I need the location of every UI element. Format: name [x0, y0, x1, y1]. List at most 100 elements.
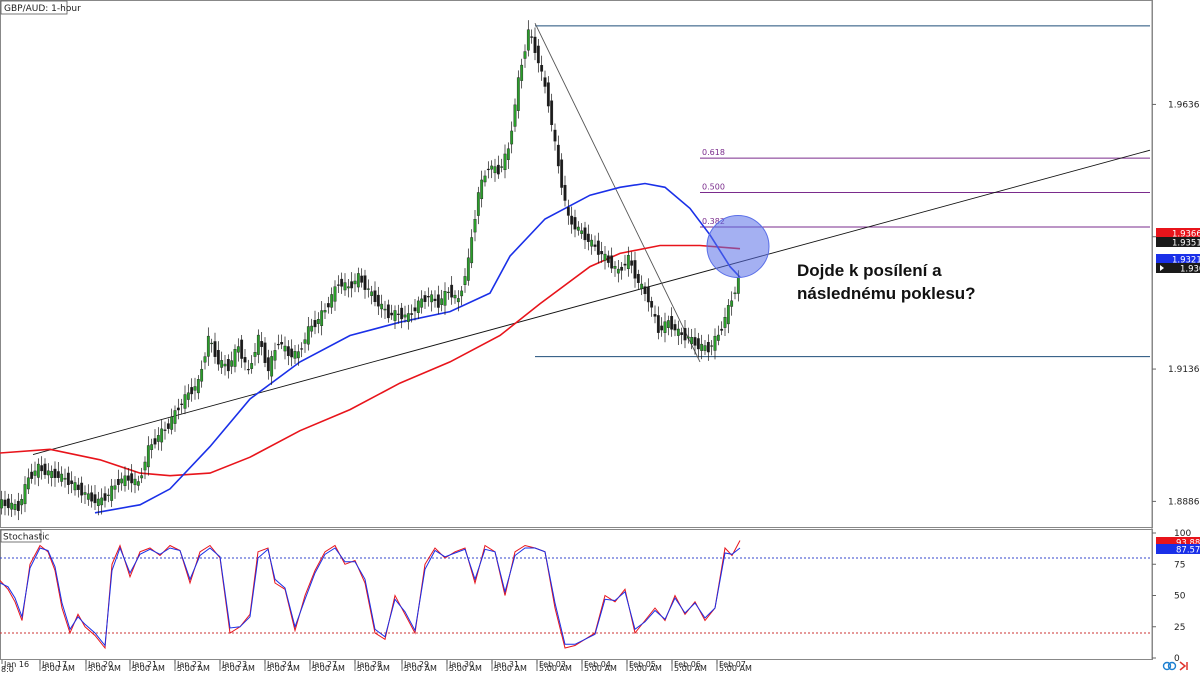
- x-tick-label-22: 5:00 AM: [494, 664, 527, 673]
- candle-body: [10, 502, 14, 510]
- price-tag-box-2: [1156, 254, 1200, 264]
- moving-average-blue: [94, 182, 741, 514]
- candle-body: [220, 360, 224, 368]
- candle-body: [66, 472, 70, 485]
- candle-body: [410, 313, 414, 315]
- stochastic-tick-label-1: 75: [1174, 560, 1185, 570]
- candle-body: [136, 481, 140, 486]
- candle-body: [380, 303, 384, 310]
- candle-body: [0, 499, 4, 509]
- annotation-line-2: následnému poklesu?: [797, 284, 976, 303]
- scroll-right-icon[interactable]: [1179, 661, 1188, 671]
- candle-body: [363, 275, 367, 290]
- candle-body: [260, 341, 264, 347]
- candle-body: [283, 345, 287, 352]
- price-tag-box-0: [1156, 228, 1200, 238]
- candle-body: [553, 129, 557, 142]
- candle-body: [486, 168, 490, 171]
- axis-layer: 1.963651.938651.913651.888651.936611.935…: [1, 100, 1200, 674]
- candle-body: [680, 332, 684, 335]
- x-tick-label-21: Jan 31: [493, 660, 519, 669]
- x-tick-label-19: Jan 30: [448, 660, 474, 669]
- price-tag-box-3: [1156, 263, 1200, 273]
- candle-body: [730, 300, 734, 307]
- stochastic-series-1: [0, 546, 741, 647]
- candle-body: [253, 352, 257, 357]
- candle-body: [630, 260, 634, 266]
- candle-body: [100, 497, 104, 506]
- candle-body: [346, 286, 350, 289]
- candle-body: [676, 328, 680, 336]
- candle-body: [243, 357, 247, 363]
- candle-body: [443, 291, 447, 306]
- x-tick-label-30: 5:00 AM: [674, 664, 707, 673]
- candle-body: [686, 336, 690, 339]
- candle-body: [633, 260, 637, 279]
- candle-body: [530, 36, 534, 38]
- candle-body: [653, 314, 657, 317]
- candle-body: [46, 470, 50, 476]
- candle-body: [536, 45, 540, 64]
- candle-body: [306, 326, 310, 345]
- price-tag-marker: [1160, 265, 1164, 271]
- candle-body: [720, 328, 724, 331]
- candle-body: [60, 473, 64, 482]
- candle-body: [86, 493, 90, 500]
- candle-body: [26, 477, 30, 490]
- x-tick-label-25: Feb 04: [584, 660, 611, 669]
- candle-body: [450, 284, 454, 298]
- candle-body: [313, 320, 317, 328]
- candle-body: [176, 407, 180, 411]
- candle-body: [120, 478, 124, 484]
- candle-body: [210, 342, 214, 345]
- candle-body: [516, 77, 520, 111]
- candle-body: [373, 290, 377, 303]
- main-title: GBP/AUD: 1-hour: [0, 0, 81, 15]
- candle-body: [133, 478, 137, 486]
- candle-body: [483, 175, 487, 183]
- stochastic-value-label-1: 87.57: [1176, 546, 1200, 556]
- candle-body: [556, 144, 560, 167]
- candle-body: [533, 36, 537, 53]
- candle-body: [393, 310, 397, 321]
- candle-body: [6, 498, 10, 509]
- candle-body: [700, 343, 704, 351]
- candle-body: [370, 291, 374, 296]
- candle-body: [256, 334, 260, 355]
- candle-body: [143, 461, 147, 471]
- candle-body: [323, 310, 327, 313]
- candle-body: [480, 179, 484, 200]
- x-tick-label-29: Feb 06: [674, 660, 701, 669]
- stochastic-title: Stochastic: [0, 529, 50, 543]
- candle-body: [193, 386, 197, 391]
- candle-body: [470, 237, 474, 264]
- candle-body: [153, 438, 157, 445]
- candle-body: [333, 286, 337, 302]
- x-tick-label-15: Jan 28: [356, 660, 382, 669]
- candle-body: [736, 277, 740, 294]
- candle-body: [523, 51, 527, 59]
- candle-body: [406, 313, 410, 322]
- candle-body: [350, 281, 354, 289]
- candle-body: [673, 324, 677, 331]
- candle-body: [623, 263, 627, 266]
- sync-icon[interactable]: [1162, 661, 1177, 671]
- candle-body: [190, 387, 194, 395]
- candle-body: [433, 298, 437, 301]
- x-tick-label-18: 5:00 AM: [404, 664, 437, 673]
- x-tick-label-27: Feb 05: [629, 660, 656, 669]
- x-tick-label-13: Jan 27: [311, 660, 337, 669]
- candle-body: [216, 349, 220, 365]
- candle-body: [723, 317, 727, 328]
- stochastic-value-label-0: 93.88: [1176, 539, 1200, 549]
- candle-body: [296, 351, 300, 359]
- stochastic-value-tag-0: [1156, 537, 1200, 547]
- candle-body: [503, 153, 507, 171]
- candle-body: [490, 165, 494, 170]
- price-tick-label-0: 1.96365: [1168, 100, 1200, 110]
- candle-body: [110, 485, 114, 501]
- candle-body: [643, 286, 647, 295]
- candle-body: [33, 470, 37, 476]
